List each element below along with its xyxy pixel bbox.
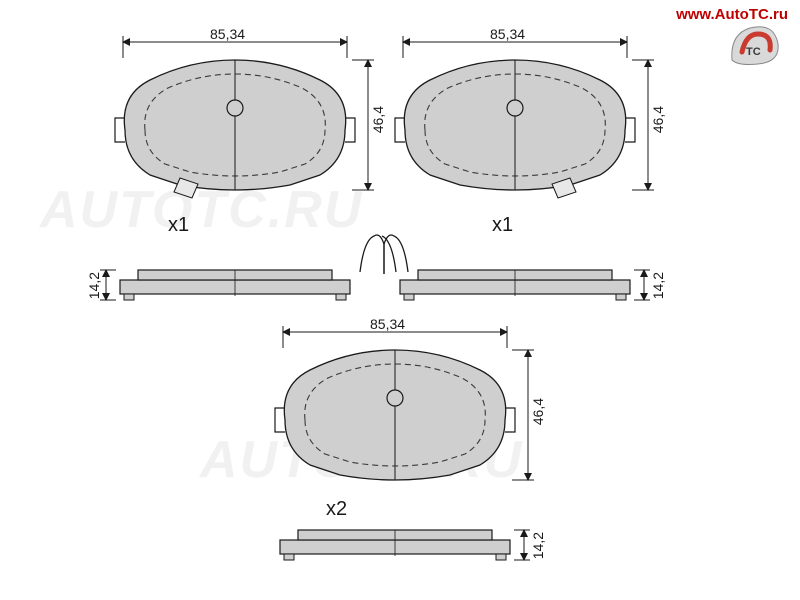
logo-badge: TC — [728, 22, 782, 66]
dim-thick-r: 14,2 — [650, 272, 666, 299]
qty-top-right: x1 — [492, 214, 513, 237]
qty-bottom: x2 — [326, 498, 347, 521]
svg-text:TC: TC — [746, 46, 761, 58]
dim-thick-b: 14,2 — [530, 532, 546, 559]
dim-height-tr: 46,4 — [650, 106, 666, 133]
dim-width-tl: 85,34 — [210, 26, 245, 42]
diagram-canvas: AUTOTC.RU AUTOTC.RU — [0, 0, 800, 600]
dim-width-tr: 85,34 — [490, 26, 525, 42]
dim-thick-l: 14,2 — [86, 272, 102, 299]
qty-top-left: x1 — [168, 214, 189, 237]
source-url: www.AutoTC.ru — [676, 6, 788, 23]
dim-width-b: 85,34 — [370, 316, 405, 332]
dim-height-b: 46,4 — [530, 398, 546, 425]
technical-drawing — [0, 0, 800, 600]
dim-height-tl: 46,4 — [370, 106, 386, 133]
